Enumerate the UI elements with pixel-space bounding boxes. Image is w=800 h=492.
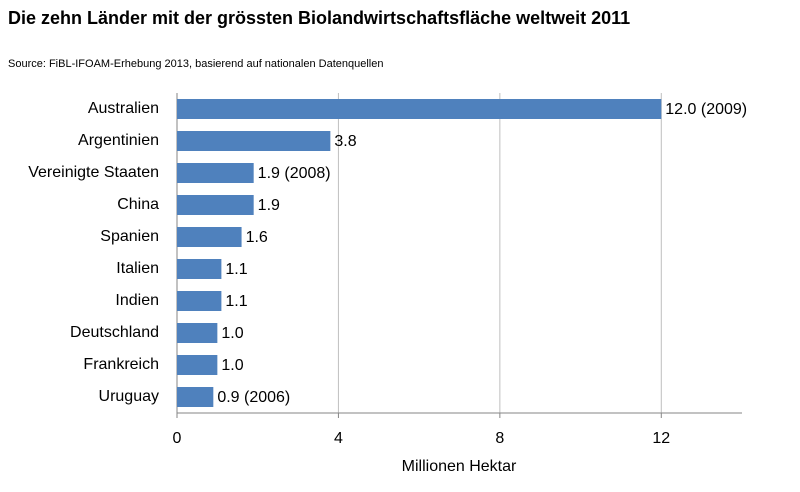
value-label: 1.6 — [246, 229, 268, 246]
bar — [177, 131, 331, 151]
y-tick-label: Uruguay — [99, 388, 159, 405]
bar — [177, 355, 218, 375]
value-label: 1.1 — [225, 261, 247, 278]
value-label: 1.0 — [221, 357, 243, 374]
bar — [177, 291, 222, 311]
x-tick-label: 0 — [173, 430, 182, 447]
value-label: 1.9 (2008) — [258, 165, 331, 182]
x-tick-label: 8 — [495, 430, 504, 447]
y-tick-label: Spanien — [100, 228, 159, 245]
chart-title: Die zehn Länder mit der grössten Bioland… — [8, 8, 631, 28]
value-label: 3.8 — [334, 133, 356, 150]
y-tick-label: Frankreich — [83, 356, 159, 373]
y-tick-label: Australien — [88, 100, 159, 117]
chart-subtitle: Source: FiBL-IFOAM-Erhebung 2013, basier… — [8, 58, 384, 70]
value-label: 1.1 — [225, 293, 247, 310]
x-axis-label: Millionen Hektar — [402, 458, 517, 475]
y-tick-label: Deutschland — [70, 324, 159, 341]
y-tick-label: Indien — [115, 292, 159, 309]
bar — [177, 195, 254, 215]
y-tick-label: Vereinigte Staaten — [28, 164, 159, 181]
bar — [177, 227, 242, 247]
x-tick-label: 4 — [334, 430, 343, 447]
bar — [177, 387, 214, 407]
y-tick-label: Italien — [116, 260, 159, 277]
x-tick-label: 12 — [652, 430, 670, 447]
value-label: 12.0 (2009) — [665, 101, 747, 118]
bar — [177, 323, 218, 343]
bar — [177, 99, 662, 119]
value-label: 1.9 — [258, 197, 280, 214]
y-tick-label: Argentinien — [78, 132, 159, 149]
bar — [177, 259, 222, 279]
bar — [177, 163, 254, 183]
value-label: 0.9 (2006) — [217, 389, 290, 406]
y-tick-label: China — [117, 196, 159, 213]
value-label: 1.0 — [221, 325, 243, 342]
